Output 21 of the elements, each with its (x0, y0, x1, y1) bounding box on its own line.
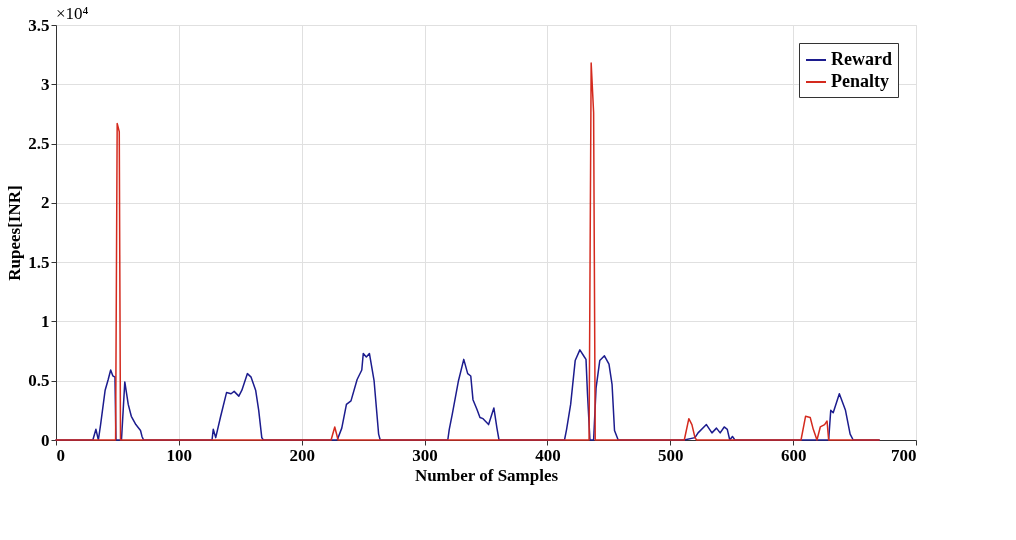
y-tick-label: 3 (41, 74, 50, 94)
x-tick-label: 400 (535, 445, 561, 465)
y-tick-label: 0.5 (28, 371, 50, 391)
y-tick-label: 0 (41, 430, 50, 450)
legend-label: Reward (831, 49, 892, 69)
x-tick-label: 500 (658, 445, 684, 465)
x-tick-label: 200 (289, 445, 315, 465)
legend-label: Penalty (831, 71, 889, 91)
text: ×10⁴ (56, 4, 89, 23)
y-tick-label: 1 (41, 311, 50, 331)
x-tick-label: 100 (166, 445, 193, 465)
x-tick-label: 700 (891, 445, 917, 465)
x-tick-label: 300 (412, 445, 438, 465)
x-tick-label: 0 (56, 445, 65, 465)
y-tick-label: 1.5 (28, 252, 50, 272)
y-axis-title: Rupees[INR] (5, 185, 25, 281)
y-tick-label: 2 (41, 193, 50, 213)
y-tick-label: 3.5 (28, 15, 50, 35)
y-tick-label: 2.5 (28, 134, 50, 154)
x-axis-title: Number of Samples (414, 465, 559, 485)
x-tick-label: 600 (780, 445, 807, 465)
